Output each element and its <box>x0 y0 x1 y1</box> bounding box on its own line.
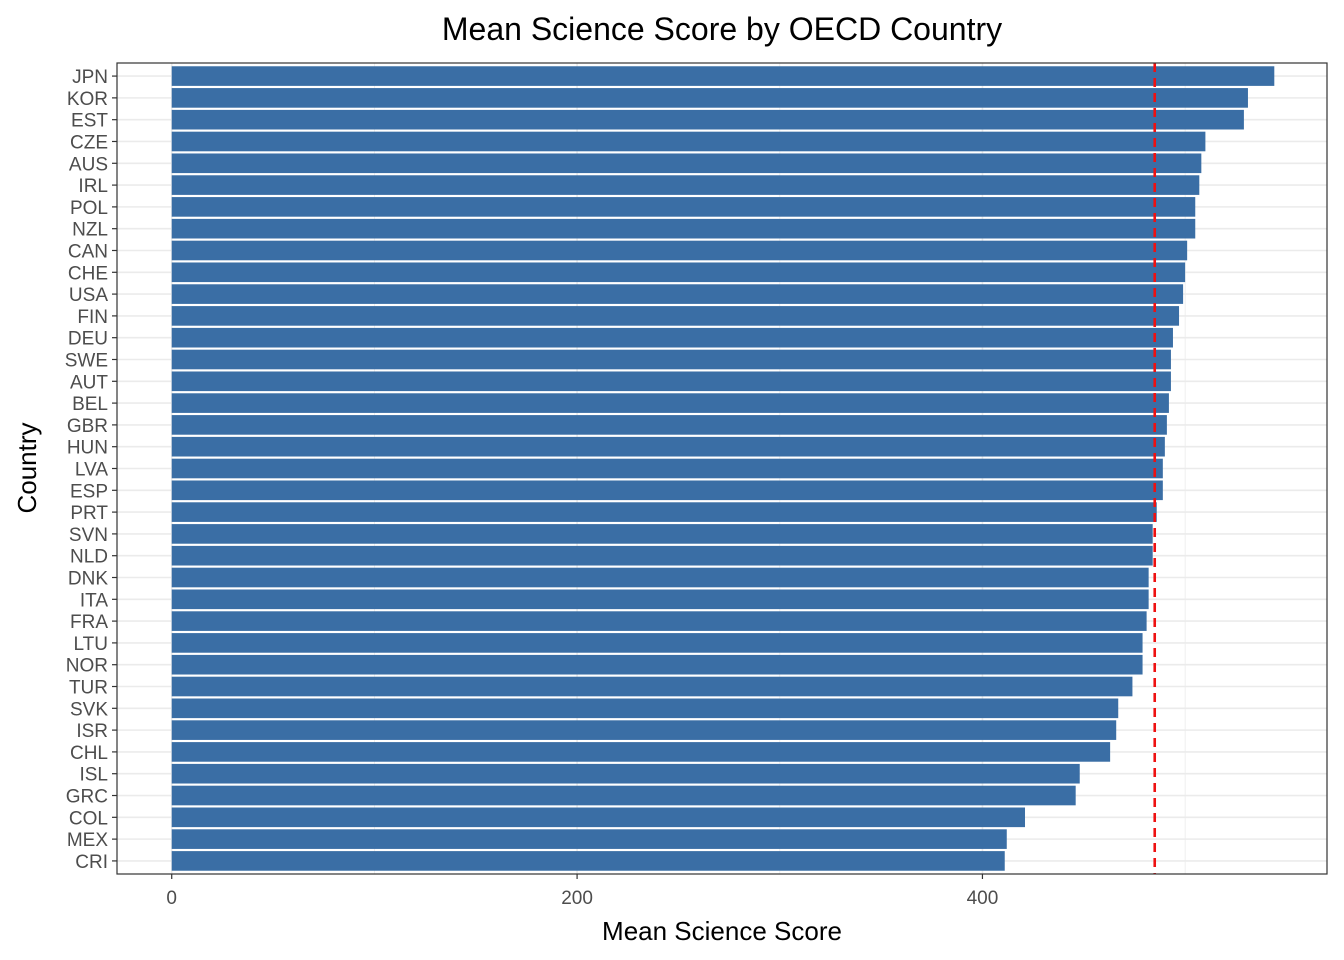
chart-title: Mean Science Score by OECD Country <box>442 11 1002 47</box>
bar-isl <box>171 763 1080 784</box>
bar-ita <box>171 589 1149 610</box>
y-axis: JPNKORESTCZEAUSIRLPOLNZLCANCHEUSAFINDEUS… <box>65 67 117 873</box>
y-tick-label-svk: SVK <box>70 699 108 720</box>
x-axis-title: Mean Science Score <box>602 916 842 946</box>
bar-bel <box>171 393 1169 413</box>
y-tick-label-aus: AUS <box>69 154 108 175</box>
bar-nzl <box>171 218 1196 239</box>
y-tick-label-cri: CRI <box>75 852 108 873</box>
bar-aut <box>171 371 1171 392</box>
bar-can <box>171 240 1188 261</box>
y-tick-label-grc: GRC <box>66 787 108 808</box>
bar-svn <box>171 524 1153 544</box>
y-tick-label-deu: DEU <box>68 329 108 350</box>
y-tick-label-hun: HUN <box>67 438 108 459</box>
y-tick-label-bel: BEL <box>72 394 108 415</box>
y-tick-label-cze: CZE <box>70 132 108 153</box>
y-tick-label-fra: FRA <box>70 612 108 633</box>
bar-mex <box>171 829 1007 849</box>
y-tick-label-kor: KOR <box>67 89 108 110</box>
bar-jpn <box>171 66 1275 86</box>
y-tick-label-gbr: GBR <box>67 416 108 437</box>
y-tick-label-isr: ISR <box>76 721 108 742</box>
bar-chl <box>171 742 1111 762</box>
y-tick-label-nld: NLD <box>70 547 108 568</box>
y-tick-label-esp: ESP <box>70 481 108 502</box>
bar-est <box>171 109 1244 130</box>
y-tick-label-usa: USA <box>69 285 108 306</box>
y-tick-label-est: EST <box>71 111 108 132</box>
bar-deu <box>171 327 1173 348</box>
y-tick-label-isl: ISL <box>79 765 108 786</box>
bar-nor <box>171 654 1143 675</box>
bar-pol <box>171 197 1196 217</box>
bar-irl <box>171 175 1200 195</box>
bar-usa <box>171 284 1184 304</box>
bar-cze <box>171 131 1206 152</box>
y-tick-label-nor: NOR <box>66 656 108 677</box>
y-tick-label-col: COL <box>69 808 108 829</box>
x-tick-label: 200 <box>561 888 593 909</box>
bar-nld <box>171 545 1153 566</box>
y-tick-label-ita: ITA <box>80 590 108 611</box>
y-tick-label-fin: FIN <box>77 307 108 328</box>
y-axis-title: Country <box>12 422 42 513</box>
bar-col <box>171 807 1026 828</box>
y-tick-label-svn: SVN <box>69 525 108 546</box>
bar-isr <box>171 720 1117 740</box>
bar-gbr <box>171 415 1167 435</box>
y-tick-label-swe: SWE <box>65 350 108 371</box>
bar-layer <box>171 66 1275 871</box>
y-tick-label-ltu: LTU <box>74 634 108 655</box>
bar-prt <box>171 502 1157 522</box>
bar-hun <box>171 436 1165 457</box>
bar-aus <box>171 153 1202 174</box>
bar-esp <box>171 480 1163 501</box>
bar-grc <box>171 785 1076 806</box>
bar-che <box>171 262 1186 283</box>
y-tick-label-pol: POL <box>70 198 108 219</box>
y-tick-label-dnk: DNK <box>68 569 108 590</box>
y-tick-label-can: CAN <box>68 241 108 262</box>
bar-lva <box>171 458 1163 479</box>
bar-fra <box>171 611 1147 631</box>
bar-dnk <box>171 567 1149 588</box>
y-tick-label-nzl: NZL <box>72 220 108 241</box>
bar-kor <box>171 88 1248 108</box>
x-tick-label: 400 <box>967 888 999 909</box>
x-axis: 0 200 400 <box>166 874 998 909</box>
x-tick-label: 0 <box>166 888 177 909</box>
bar-swe <box>171 349 1171 370</box>
y-tick-label-mex: MEX <box>67 830 109 851</box>
y-tick-label-tur: TUR <box>69 678 108 699</box>
y-tick-label-chl: CHL <box>70 743 108 764</box>
y-tick-label-lva: LVA <box>75 460 108 481</box>
y-tick-label-che: CHE <box>68 263 108 284</box>
y-tick-label-prt: PRT <box>70 503 108 524</box>
bar-ltu <box>171 633 1143 653</box>
bar-cri <box>171 851 1005 871</box>
y-tick-label-jpn: JPN <box>72 67 108 88</box>
y-tick-label-irl: IRL <box>78 176 108 197</box>
bar-svk <box>171 698 1119 719</box>
y-tick-label-aut: AUT <box>70 372 108 393</box>
bar-fin <box>171 306 1180 326</box>
bar-tur <box>171 676 1133 697</box>
